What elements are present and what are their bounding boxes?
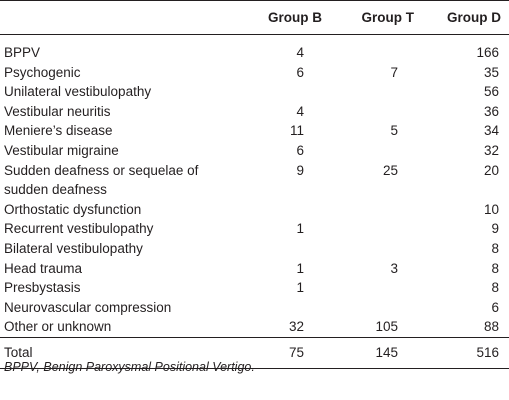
cell-group-t <box>330 82 422 102</box>
cell-group-t <box>330 35 422 63</box>
header-label-cell <box>0 0 246 35</box>
cell-group-d: 9 <box>491 221 499 237</box>
table-row: Psychogenic 6 7 35 <box>0 63 509 83</box>
table-row: Bilateral vestibulopathy 8 <box>0 239 509 259</box>
cell-group-d: 6 <box>491 299 499 315</box>
cell-group-t: 5 <box>390 123 398 139</box>
cell-group-t <box>330 141 422 161</box>
cell-group-b <box>246 200 330 220</box>
table-row: Meniere’s disease 11 5 34 <box>0 121 509 141</box>
cell-group-t: 7 <box>390 64 398 80</box>
table-row: Vestibular migraine 6 32 <box>0 141 509 161</box>
diagnosis-table: Group B Group T Group D BPPV 4 166 Psychoge… <box>0 0 509 369</box>
cell-group-t: 25 <box>382 162 398 178</box>
row-label: Neurovascular compression <box>4 299 172 315</box>
total-row: Total 75 145 516 <box>0 336 509 369</box>
row-label: Other or unknown <box>4 319 112 335</box>
cell-group-b: 6 <box>296 64 304 80</box>
table-body: BPPV 4 166 Psychogenic 6 7 35 Unilateral vestib… <box>0 35 509 338</box>
row-label: Head trauma <box>4 260 83 276</box>
cell-group-t <box>330 239 422 259</box>
cell-group-t <box>330 298 422 318</box>
table-row: Unilateral vestibulopathy 56 <box>0 82 509 102</box>
row-label: Meniere’s disease <box>4 123 113 139</box>
table-row: Presbystasis 1 8 <box>0 278 509 298</box>
table-row: Vestibular neuritis 4 36 <box>0 102 509 122</box>
cell-group-b: 32 <box>288 319 304 335</box>
header-group-b: Group B <box>246 0 330 35</box>
cell-group-b: 1 <box>296 280 304 296</box>
table-row: Head trauma 1 3 8 <box>0 259 509 279</box>
total-group-d: 516 <box>422 336 509 369</box>
row-label: Vestibular migraine <box>4 142 119 158</box>
cell-group-d: 8 <box>491 280 499 296</box>
cell-group-b <box>246 239 330 259</box>
cell-group-d: 166 <box>476 45 499 60</box>
total-group-t: 145 <box>330 336 422 369</box>
row-label: Presbystasis <box>4 280 81 296</box>
header-group-d: Group D <box>422 0 509 35</box>
cell-group-t: 105 <box>375 319 398 335</box>
cell-group-t <box>330 278 422 298</box>
row-label: Orthostatic dysfunction <box>4 201 142 217</box>
row-label: Vestibular neuritis <box>4 103 111 119</box>
cell-group-b <box>246 298 330 318</box>
table-header-row: Group B Group T Group D <box>0 0 509 35</box>
cell-group-b: 4 <box>296 45 304 60</box>
row-label: Psychogenic <box>4 64 81 80</box>
row-label: BPPV <box>4 45 41 60</box>
row-label: Recurrent vestibulopathy <box>4 221 154 237</box>
table-row: Other or unknown 32 105 88 <box>0 317 509 337</box>
table-row: Sudden deafness or sequelae of sudden de… <box>0 161 509 200</box>
cell-group-t <box>330 219 422 239</box>
cell-group-d: 56 <box>483 84 499 100</box>
cell-group-d: 34 <box>483 123 499 139</box>
row-label: Sudden deafness or sequelae of sudden de… <box>4 162 199 198</box>
cell-group-d: 10 <box>483 201 499 217</box>
total-group-b: 75 <box>246 336 330 369</box>
cell-group-d: 20 <box>483 162 499 178</box>
cell-group-t <box>330 102 422 122</box>
table-row: Neurovascular compression 6 <box>0 298 509 318</box>
cell-group-b: 9 <box>296 162 304 178</box>
cell-group-b: 1 <box>296 260 304 276</box>
data-table-container: Group B Group T Group D BPPV 4 166 Psychoge… <box>0 0 509 369</box>
row-label: Unilateral vestibulopathy <box>4 84 152 100</box>
header-group-t: Group T <box>330 0 422 35</box>
cell-group-d: 32 <box>483 142 499 158</box>
cell-group-b: 4 <box>296 103 304 119</box>
row-label: Bilateral vestibulopathy <box>4 240 143 256</box>
cell-group-b: 1 <box>296 221 304 237</box>
table-row: Recurrent vestibulopathy 1 9 <box>0 219 509 239</box>
cell-group-d: 8 <box>491 240 499 256</box>
cell-group-t: 3 <box>390 260 398 276</box>
table-row: Orthostatic dysfunction 10 <box>0 200 509 220</box>
cell-group-t <box>330 200 422 220</box>
cell-group-b: 6 <box>296 142 304 158</box>
cell-group-d: 36 <box>483 103 499 119</box>
total-label: Total <box>0 336 246 369</box>
cell-group-d: 35 <box>483 64 499 80</box>
table-row: BPPV 4 166 <box>0 35 509 63</box>
cell-group-b <box>246 82 330 102</box>
cell-group-d: 88 <box>483 319 499 335</box>
table-footnote: BPPV, Benign Paroxysmal Positional Verti… <box>4 360 255 374</box>
cell-group-d: 8 <box>491 260 499 276</box>
cell-group-b: 11 <box>289 123 304 139</box>
